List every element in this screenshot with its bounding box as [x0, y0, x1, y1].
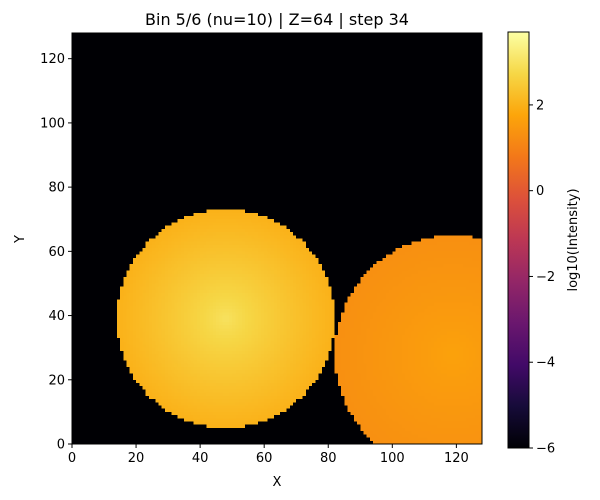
x-tick-label: 120 — [444, 451, 469, 466]
colorbar-tick-label: 2 — [536, 98, 544, 113]
colorbar-label: log10(Intensity) — [566, 188, 581, 291]
y-tick-label: 120 — [40, 52, 65, 67]
x-tick-label: 100 — [380, 451, 405, 466]
plot-frame — [71, 32, 483, 445]
colorbar-tick-label: 0 — [536, 184, 544, 199]
y-axis: 0 20 40 60 80 100 120 — [40, 52, 72, 453]
x-tick-label: 20 — [128, 451, 145, 466]
x-tick-label: 80 — [320, 451, 337, 466]
heatmap-area — [72, 33, 482, 444]
y-axis-label: Y — [13, 235, 28, 244]
x-axis: 0 20 40 60 80 100 120 — [68, 444, 469, 466]
x-axis-label: X — [273, 475, 282, 490]
colorbar-ticks: −6 −4 −2 0 2 — [529, 98, 555, 457]
colorbar-gradient — [508, 32, 529, 448]
x-tick-label: 0 — [68, 451, 76, 466]
heatmap-image — [72, 33, 482, 444]
colorbar-tick-label: −4 — [536, 356, 555, 371]
y-tick-label: 40 — [48, 309, 65, 324]
colorbar: −6 −4 −2 0 2 log10(Intensity) — [507, 31, 581, 457]
y-tick-label: 20 — [48, 373, 65, 388]
colorbar-tick-label: −6 — [536, 442, 555, 457]
y-tick-label: 80 — [48, 181, 65, 196]
colorbar-tick-label: −2 — [536, 270, 555, 285]
y-tick-label: 0 — [57, 438, 65, 453]
x-tick-label: 40 — [192, 451, 209, 466]
colorbar-frame — [507, 31, 530, 449]
chart-title: Bin 5/6 (nu=10) | Z=64 | step 34 — [145, 10, 409, 29]
x-tick-label: 60 — [256, 451, 273, 466]
y-tick-label: 60 — [48, 245, 65, 260]
y-tick-label: 100 — [40, 116, 65, 131]
